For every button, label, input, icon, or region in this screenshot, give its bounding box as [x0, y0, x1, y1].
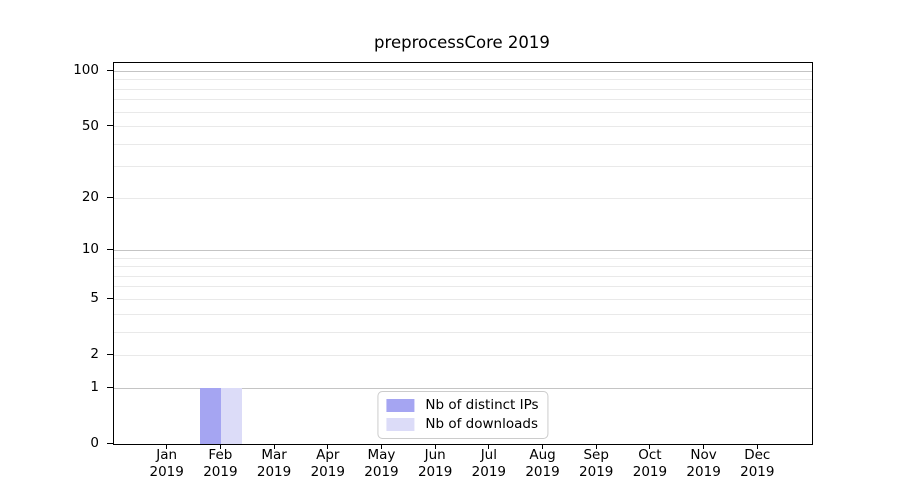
y-tick-label: 0 [90, 435, 99, 451]
x-tick-label-year: 2019 [740, 463, 775, 480]
legend-entry-label: Nb of distinct IPs [425, 397, 539, 413]
x-tick-mark [380, 444, 382, 449]
legend-entry: Nb of distinct IPs [386, 397, 539, 413]
x-tick-label: Sep 2019 [564, 447, 628, 480]
x-tick-mark [542, 444, 544, 449]
minor-gridline [114, 197, 812, 199]
minor-gridline [114, 88, 812, 90]
legend-swatch-icon [386, 398, 415, 412]
x-tick-label: Oct 2019 [618, 447, 682, 480]
y-tick-mark [107, 386, 113, 388]
legend-entry: Nb of downloads [386, 416, 538, 432]
x-tick-label-month: May [367, 447, 396, 463]
minor-gridline [114, 111, 812, 113]
x-tick-label: Jan 2019 [135, 447, 199, 480]
x-tick-label-month: Mar [261, 447, 287, 463]
x-tick-label-month: Jan [156, 447, 178, 463]
y-tick-label: 1 [90, 379, 99, 396]
x-tick-label-month: Apr [316, 447, 340, 463]
minor-gridline [114, 143, 812, 145]
x-tick-label-month: Aug [529, 447, 556, 463]
x-tick-mark [434, 444, 436, 449]
x-tick-label: Apr 2019 [296, 447, 360, 480]
minor-gridline [114, 286, 812, 288]
x-tick-label-year: 2019 [417, 463, 453, 480]
y-tick-mark [107, 353, 113, 355]
x-tick-label-month: Jun [424, 447, 446, 463]
x-tick-label-month: Nov [690, 447, 717, 463]
minor-gridline [114, 275, 812, 277]
legend-entry-label: Nb of downloads [425, 416, 538, 432]
x-tick-label-month: Jul [480, 447, 497, 463]
x-tick-label: Aug 2019 [511, 447, 575, 480]
y-tick-mark [107, 125, 113, 127]
minor-gridline [114, 298, 812, 300]
x-tick-label-month: Feb [208, 447, 233, 463]
x-tick-label-year: 2019 [686, 463, 721, 480]
major-gridline [114, 249, 812, 251]
x-tick-mark [219, 444, 221, 449]
minor-gridline [114, 166, 812, 168]
x-tick-mark [756, 444, 758, 449]
y-tick-label: 10 [81, 241, 99, 258]
minor-gridline [114, 266, 812, 268]
minor-gridline [114, 354, 812, 356]
x-tick-label: Jul 2019 [457, 447, 521, 480]
y-tick-mark [107, 297, 113, 299]
bars-layer [114, 63, 812, 444]
y-tick-mark [107, 69, 113, 71]
major-gridline [114, 387, 812, 389]
x-tick-label: Nov 2019 [672, 447, 736, 480]
bar-downloads [221, 388, 243, 444]
x-tick-label-year: 2019 [471, 463, 507, 480]
minor-gridline [114, 313, 812, 315]
x-tick-label-year: 2019 [364, 463, 399, 480]
minor-gridline [114, 79, 812, 81]
x-tick-label: Jun 2019 [403, 447, 467, 480]
x-tick-label-year: 2019 [632, 463, 668, 480]
y-tick-label: 50 [81, 117, 99, 134]
major-gridline [114, 70, 812, 72]
y-tick-label: 5 [90, 290, 99, 307]
x-tick-label: Feb 2019 [188, 447, 252, 480]
x-tick-label: Mar 2019 [242, 447, 306, 480]
x-tick-mark [327, 444, 329, 449]
minor-gridline [114, 331, 812, 333]
legend: Nb of distinct IPs Nb of downloads [377, 391, 549, 439]
x-tick-label: May 2019 [349, 447, 413, 480]
x-tick-mark [649, 444, 651, 449]
minor-gridline [114, 99, 812, 101]
minor-gridline [114, 257, 812, 259]
minor-gridline [114, 126, 812, 128]
x-tick-label-month: Sep [583, 447, 609, 463]
x-tick-label-year: 2019 [149, 463, 184, 480]
x-tick-label-month: Dec [744, 447, 771, 463]
y-tick-mark [107, 248, 113, 250]
x-tick-label: Dec 2019 [725, 447, 789, 480]
y-tick-mark [107, 196, 113, 198]
chart-title: preprocessCore 2019 [374, 33, 550, 52]
y-tick-label: 20 [81, 189, 99, 206]
x-tick-label-month: Oct [638, 447, 662, 463]
x-tick-label-year: 2019 [525, 463, 560, 480]
plot-area: Nb of distinct IPs Nb of downloads [113, 62, 813, 445]
x-tick-label-year: 2019 [579, 463, 614, 480]
gridlines-layer [114, 63, 812, 444]
y-tick-label: 100 [73, 62, 99, 79]
x-tick-mark [703, 444, 705, 449]
bar-distinct-ips [200, 388, 222, 444]
y-tick-mark [107, 442, 113, 444]
x-tick-mark [488, 444, 490, 449]
legend-swatch-icon [386, 417, 415, 431]
x-tick-mark [595, 444, 597, 449]
x-tick-mark [273, 444, 275, 449]
x-tick-mark [166, 444, 168, 449]
x-tick-label-year: 2019 [256, 463, 292, 480]
x-tick-label-year: 2019 [310, 463, 345, 480]
y-tick-label: 2 [90, 346, 99, 363]
x-tick-label-year: 2019 [203, 463, 238, 480]
